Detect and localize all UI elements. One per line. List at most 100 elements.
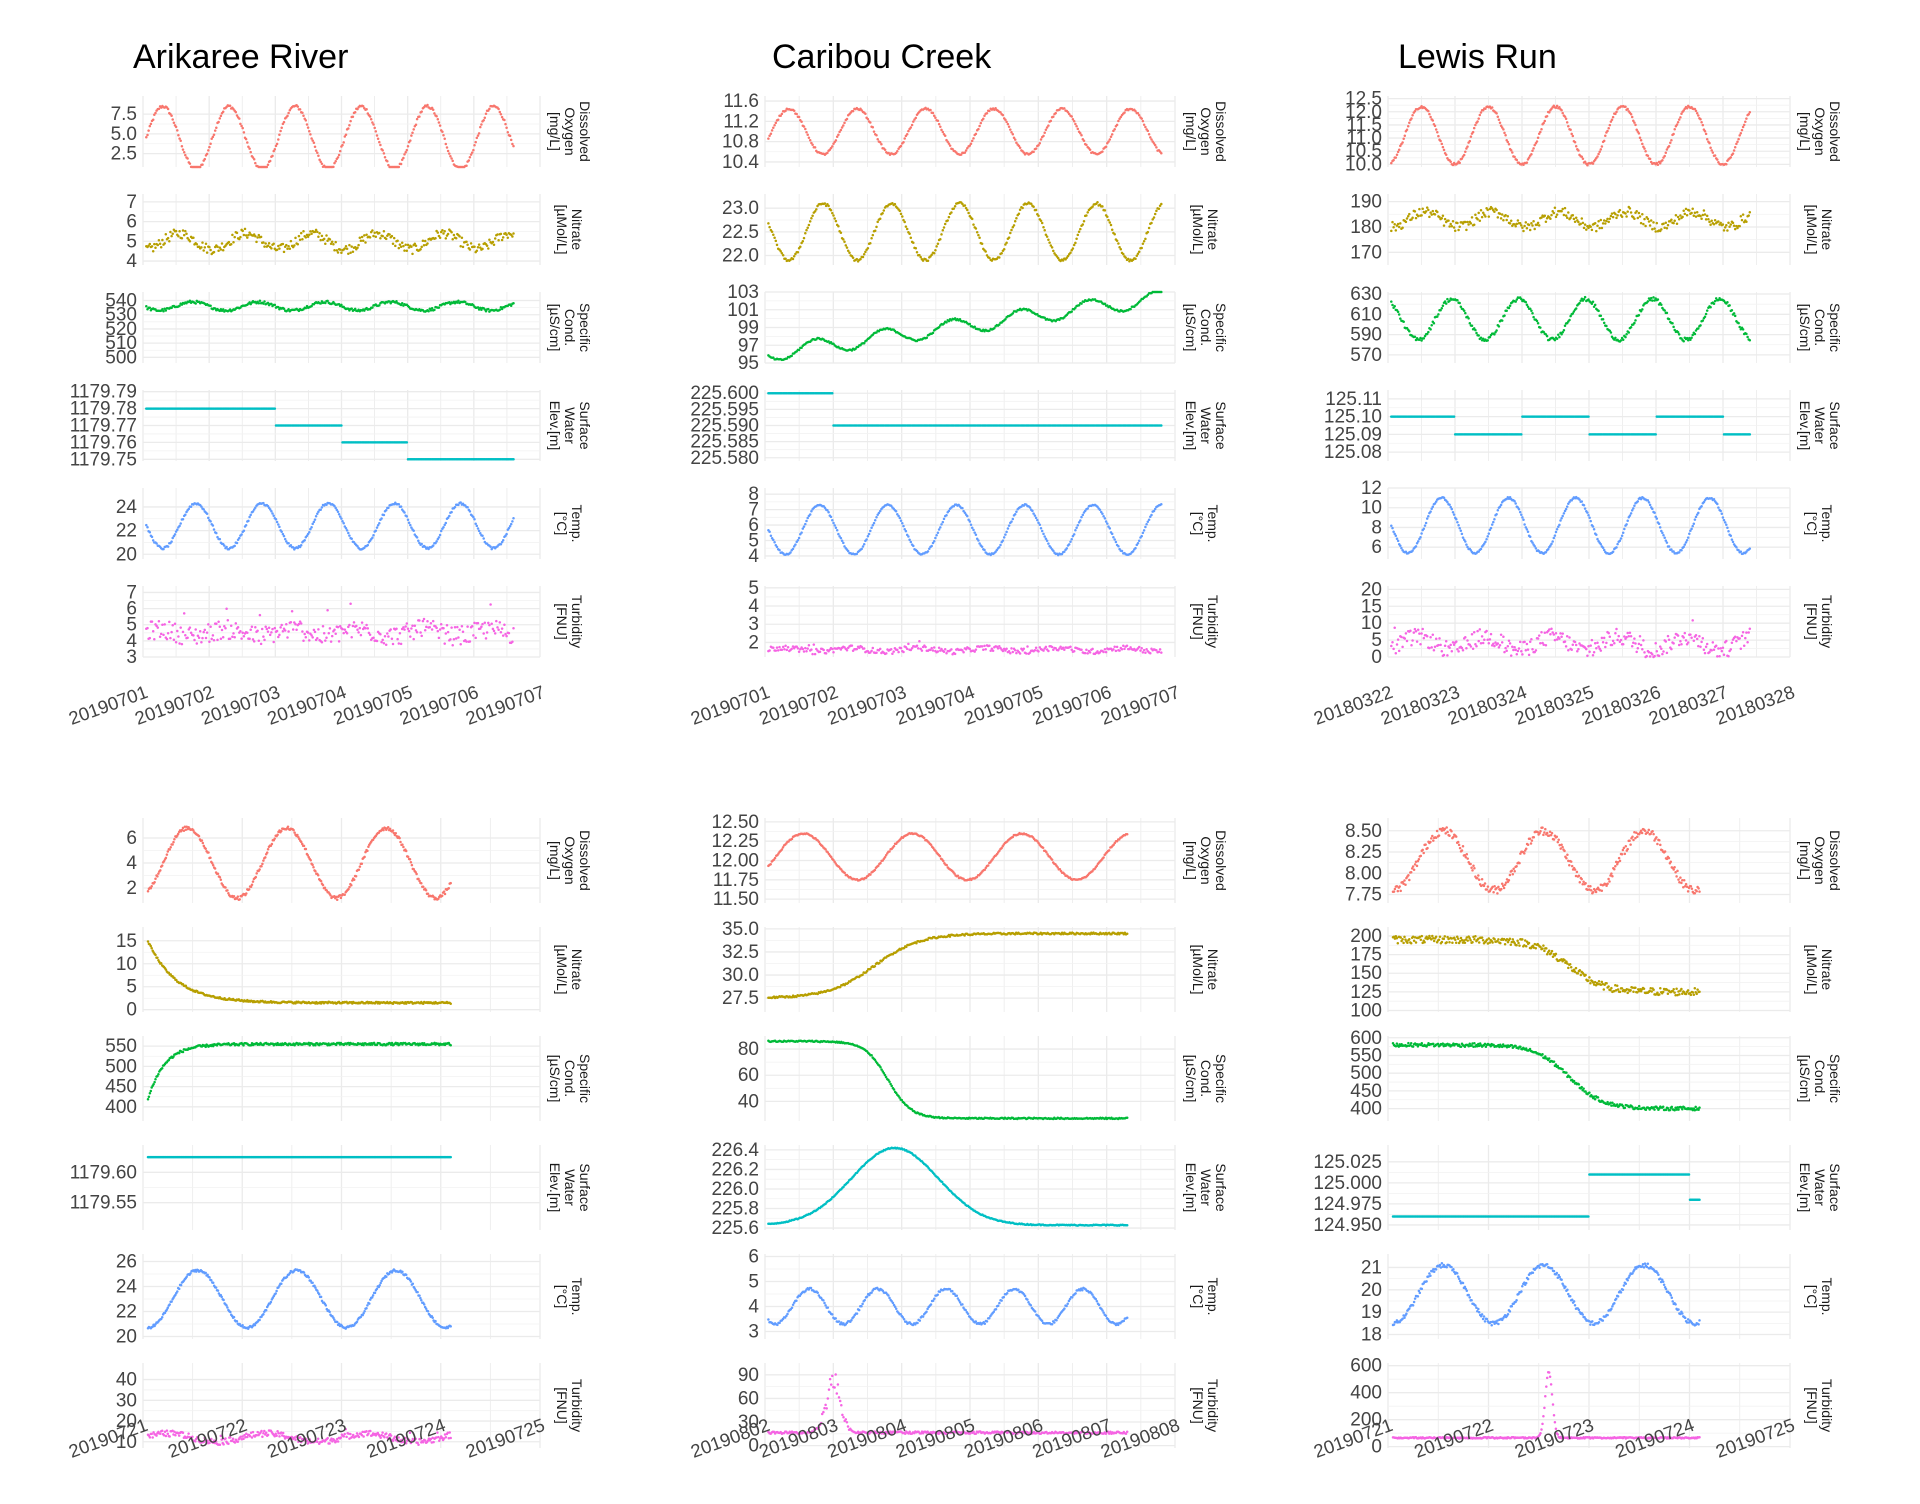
data-point	[1476, 218, 1479, 221]
data-point	[1508, 222, 1512, 225]
data-point	[342, 521, 345, 525]
data-point	[493, 237, 497, 240]
data-point	[298, 108, 302, 111]
data-point	[340, 303, 343, 307]
y-tick-label: 7	[126, 192, 137, 213]
data-point	[480, 625, 483, 629]
data-point	[974, 227, 978, 230]
data-point	[314, 149, 318, 152]
data-point	[150, 245, 154, 248]
data-point	[201, 636, 204, 640]
data-point	[808, 513, 812, 516]
data-point	[1399, 222, 1402, 225]
data-point	[275, 142, 279, 146]
data-point	[1009, 128, 1012, 131]
data-point	[1045, 235, 1049, 238]
data-point	[1515, 222, 1519, 226]
data-point	[1391, 220, 1394, 224]
data-point	[866, 534, 870, 538]
facet-panel: 225.580225.585225.590225.595225.600Surfa…	[690, 383, 1229, 469]
data-point	[188, 626, 192, 629]
data-point	[1070, 310, 1073, 313]
data-point	[252, 640, 256, 643]
data-point	[496, 626, 499, 629]
data-point	[1160, 651, 1163, 654]
data-point	[1474, 213, 1477, 216]
data-point	[1688, 209, 1691, 212]
data-point	[1429, 328, 1432, 331]
data-point	[1672, 132, 1675, 136]
data-point	[334, 632, 337, 635]
data-point	[378, 231, 381, 235]
data-point	[429, 621, 433, 625]
data-point	[1516, 219, 1520, 222]
data-point	[1620, 215, 1624, 219]
data-point	[224, 627, 227, 630]
data-point	[1639, 139, 1643, 142]
data-point	[458, 235, 461, 238]
data-point	[400, 241, 404, 245]
data-point	[332, 165, 335, 169]
data-point	[306, 235, 310, 239]
data-point	[980, 645, 984, 648]
data-point	[147, 244, 150, 248]
data-point	[314, 514, 318, 518]
data-point	[790, 647, 793, 651]
data-point	[320, 162, 324, 166]
data-point	[829, 209, 833, 212]
data-point	[202, 630, 205, 634]
data-point	[448, 152, 451, 155]
data-point	[378, 304, 381, 307]
data-point	[792, 255, 796, 258]
data-point	[410, 134, 413, 137]
data-point	[275, 248, 279, 252]
data-point	[353, 110, 357, 114]
data-point	[287, 630, 290, 633]
data-point	[904, 529, 908, 533]
data-point	[813, 146, 817, 149]
data-point	[912, 544, 915, 548]
data-point	[1635, 209, 1638, 213]
data-point	[262, 302, 265, 305]
data-point	[249, 628, 252, 632]
data-point	[1009, 231, 1012, 235]
data-point	[308, 639, 311, 642]
facet-strip-label: Nitrate[µMol/L]	[1190, 204, 1221, 254]
data-point	[1611, 215, 1615, 219]
data-point	[333, 628, 336, 631]
data-point	[1071, 247, 1075, 250]
data-point	[180, 237, 184, 240]
data-point	[1432, 321, 1436, 325]
data-point	[1600, 145, 1604, 148]
data-point	[1146, 230, 1150, 234]
data-point	[466, 243, 469, 246]
data-point	[444, 142, 448, 146]
data-point	[1741, 213, 1745, 216]
data-point	[802, 125, 806, 128]
data-point	[151, 249, 155, 253]
data-point	[211, 135, 215, 139]
data-point	[422, 244, 426, 247]
data-point	[205, 152, 209, 156]
data-point	[318, 231, 321, 235]
data-point	[837, 224, 840, 228]
data-point	[912, 241, 915, 244]
data-point	[1609, 214, 1613, 218]
data-point	[172, 121, 176, 124]
data-point	[767, 137, 770, 140]
data-point	[1052, 249, 1055, 253]
data-point	[1500, 213, 1504, 216]
data-point	[1663, 226, 1666, 230]
data-point	[220, 628, 224, 632]
data-point	[1042, 649, 1045, 652]
data-point	[1112, 535, 1115, 539]
data-point	[914, 116, 918, 120]
data-point	[896, 648, 899, 652]
data-point	[157, 620, 161, 623]
data-point	[1552, 211, 1556, 215]
data-point	[1079, 519, 1082, 522]
data-point	[360, 235, 364, 239]
data-point	[497, 107, 500, 111]
facet-panel: 10.410.811.211.6 DissolvedOxygen[mg/L]	[722, 91, 1229, 173]
